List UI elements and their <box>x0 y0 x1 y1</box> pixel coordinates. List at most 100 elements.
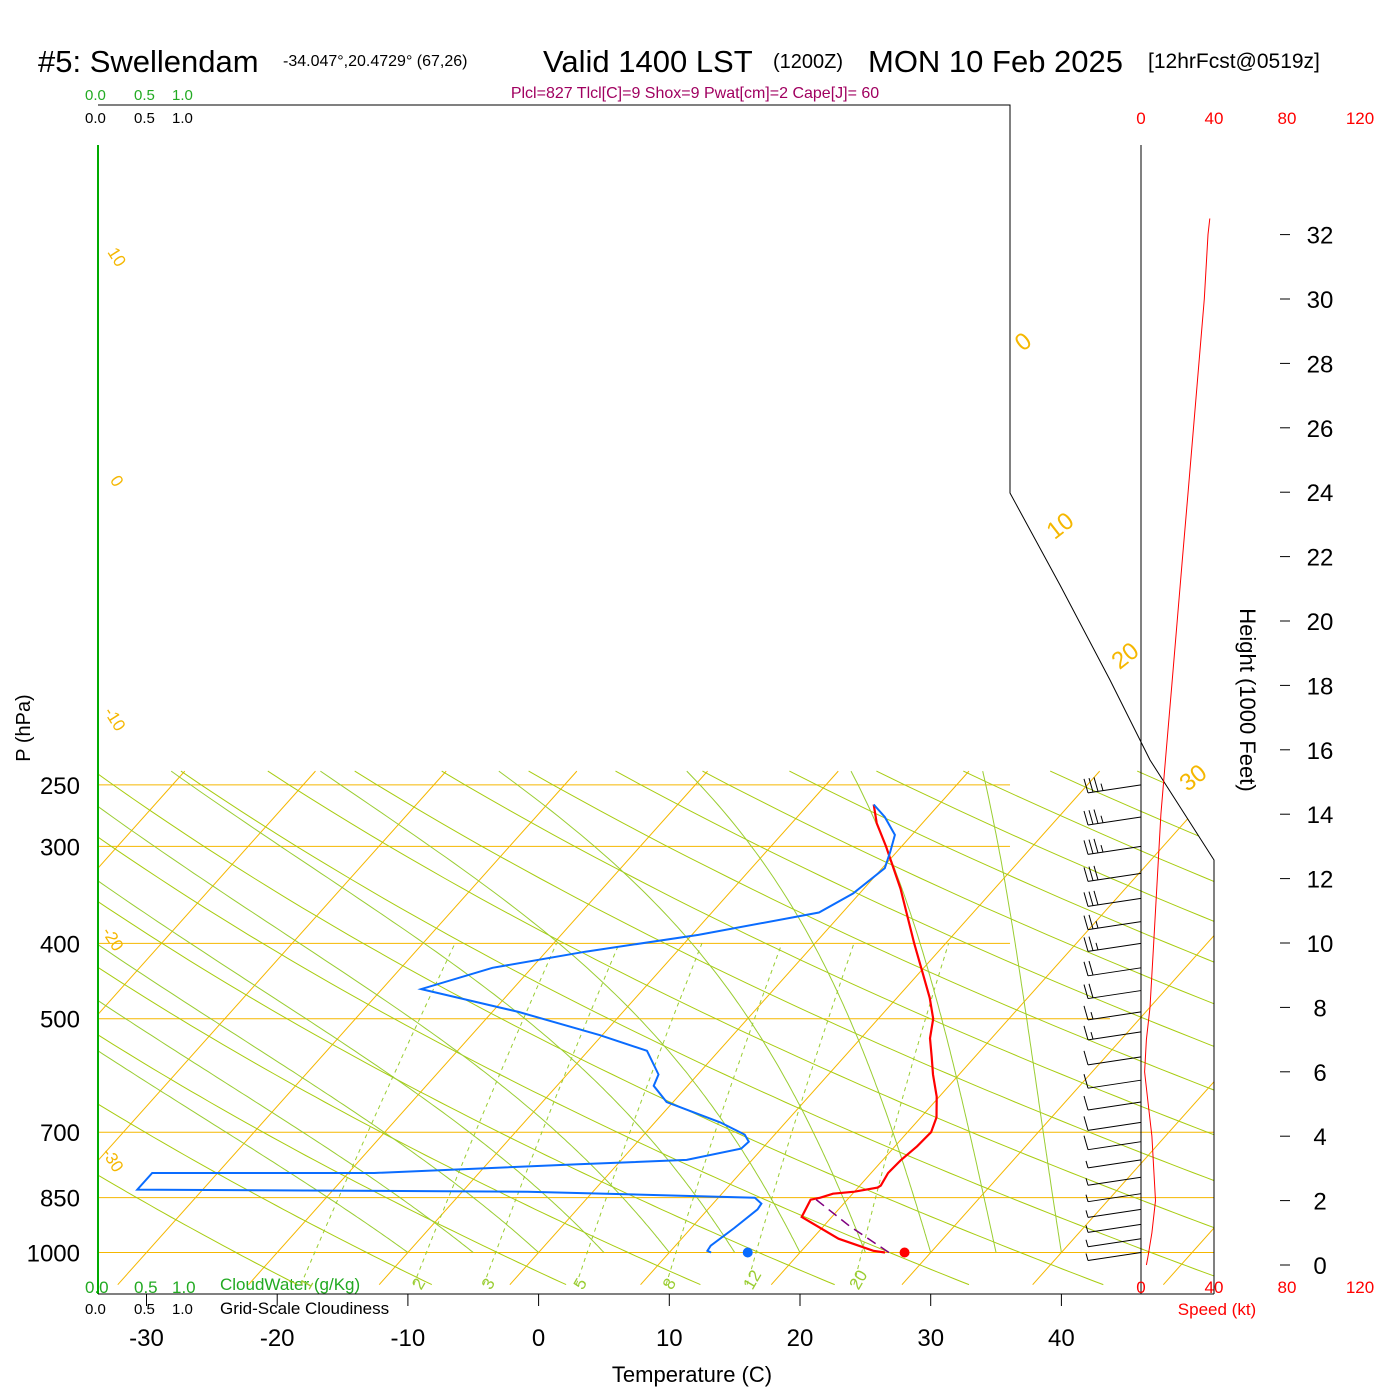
height-tick-label: 16 <box>1307 738 1334 765</box>
moist-adiabat-line <box>98 770 409 1253</box>
valid-zulu: (1200Z) <box>773 51 843 73</box>
isotherm-label: -20 <box>98 924 127 955</box>
wind-barb-flag <box>1083 1025 1089 1041</box>
temperature-tick-label: -20 <box>260 1325 295 1352</box>
wind-barb-half <box>1085 1225 1089 1233</box>
pressure-tick-label: 400 <box>40 931 80 958</box>
isotherm-line <box>1032 770 1214 1285</box>
wind-barb-flag <box>1088 891 1094 906</box>
wind-barb-flag <box>1083 892 1089 907</box>
mixing-ratio-line <box>746 943 855 1285</box>
height-tick-label: 32 <box>1307 223 1334 250</box>
wind-barb-half <box>1085 1253 1089 1261</box>
moist-adiabat-line <box>320 770 801 1253</box>
diagram-grid <box>98 770 1400 1286</box>
moist-adiabat-line <box>98 770 670 1253</box>
temperature-tick-label: 10 <box>656 1325 683 1352</box>
surface-temperature-dot <box>899 1247 910 1258</box>
wind-barb <box>1083 1025 1142 1041</box>
cloud-scale-top-black: 0.5 <box>134 110 155 127</box>
height-tick-label: 14 <box>1307 802 1334 829</box>
dry-adiabat-line <box>789 770 1214 1286</box>
dry-adiabat-line <box>98 770 567 1286</box>
wind-barb <box>1085 1159 1142 1169</box>
dewpoint-profile <box>135 803 896 1254</box>
wind-barb-half <box>1100 783 1104 791</box>
wind-barb-half <box>1095 921 1099 929</box>
speed-tick-top: 80 <box>1278 109 1297 128</box>
wind-barb-half <box>1085 1194 1089 1202</box>
dry-adiabat-line <box>98 770 298 1286</box>
wind-barb-flag <box>1083 937 1089 952</box>
wind-barb-flag <box>1083 984 1089 999</box>
wind-barb-flag <box>1088 983 1094 998</box>
isotherm-label: -10 <box>100 704 129 735</box>
wind-barb-staff <box>1087 1159 1142 1169</box>
mixing-ratio-label: 5 <box>570 1275 591 1293</box>
pressure-tick-label: 250 <box>40 773 80 800</box>
wind-barb-flag <box>1088 914 1094 930</box>
height-tick-label: 26 <box>1307 416 1334 443</box>
temperature-tick-label: 40 <box>1048 1325 1075 1352</box>
wind-barb-flag <box>1088 936 1094 951</box>
wind-barb-flag <box>1083 778 1089 794</box>
height-tick-label: 4 <box>1313 1124 1326 1151</box>
pressure-tick-label: 1000 <box>27 1241 80 1268</box>
moist-adiabat-line <box>498 770 866 1253</box>
cloud-scale-top-black: 0.0 <box>85 110 106 127</box>
wind-barb-staff <box>1087 816 1142 826</box>
wind-barb <box>1083 936 1142 952</box>
wind-barb-staff <box>1087 1193 1142 1203</box>
wind-barb-flag <box>1093 890 1099 906</box>
wind-barb <box>1083 1074 1142 1089</box>
isotherm-line <box>378 770 839 1285</box>
isotherm-label: 0 <box>1010 327 1037 357</box>
moist-adiabat-line <box>850 770 997 1253</box>
dry-adiabat-line <box>98 770 433 1286</box>
wind-barb-flag <box>1093 865 1099 881</box>
plot-frame <box>98 104 1215 1294</box>
height-tick-label: 8 <box>1313 995 1326 1022</box>
isotherm-line <box>509 770 970 1285</box>
wind-barb-staff <box>1087 1031 1142 1041</box>
temperature-tick-label: -30 <box>129 1325 164 1352</box>
speed-tick-top: 40 <box>1205 109 1224 128</box>
wind-barb <box>1083 1135 1142 1151</box>
dry-adiabat-line <box>98 770 970 1286</box>
wind-barb-half <box>1085 1239 1089 1247</box>
dry-adiabat-line <box>1224 771 1400 1285</box>
wind-barb-half <box>1085 1210 1089 1218</box>
wind-barb <box>1083 1005 1142 1021</box>
wind-barb-staff <box>1087 990 1142 1000</box>
station-coords: -34.047°,20.4729° (67,26) <box>283 53 467 70</box>
dry-adiabat-line <box>963 770 1214 1286</box>
wind-barb-flag <box>1083 867 1089 882</box>
moist-adiabat-line <box>686 770 932 1253</box>
wind-barb <box>1085 1176 1142 1186</box>
dry-adiabat-line <box>528 770 1214 1286</box>
temperature-profile <box>800 804 938 1254</box>
speed-tick-top: 120 <box>1346 109 1374 128</box>
wind-barb-flag <box>1088 960 1094 976</box>
valid-time: Valid 1400 LST <box>543 44 753 79</box>
wind-barb-flag <box>1083 1074 1089 1089</box>
profile-lines <box>135 803 938 1258</box>
isotherm-label: 10 <box>1042 507 1080 545</box>
cloud-scale-bottom-black: 0.5 <box>134 1301 155 1318</box>
speed-tick-bottom: 120 <box>1346 1278 1374 1297</box>
height-tick-label: 30 <box>1307 287 1334 314</box>
temperature-tick-label: -10 <box>391 1325 426 1352</box>
speed-tick-top: 0 <box>1136 109 1145 128</box>
wind-barb-staff <box>1087 921 1142 931</box>
wind-barb-staff <box>1087 1252 1142 1261</box>
y-axis-label: P (hPa) <box>13 694 35 761</box>
mixing-ratio-line <box>300 943 456 1285</box>
mixing-ratio-label: 3 <box>478 1275 499 1293</box>
cloud-scale-top-green: 0.0 <box>85 87 106 104</box>
temperature-tick-label: 20 <box>787 1325 814 1352</box>
pressure-tick-label: 500 <box>40 1007 80 1034</box>
mixing-ratio-line <box>665 943 783 1285</box>
temperature-tick-label: 0 <box>532 1325 545 1352</box>
